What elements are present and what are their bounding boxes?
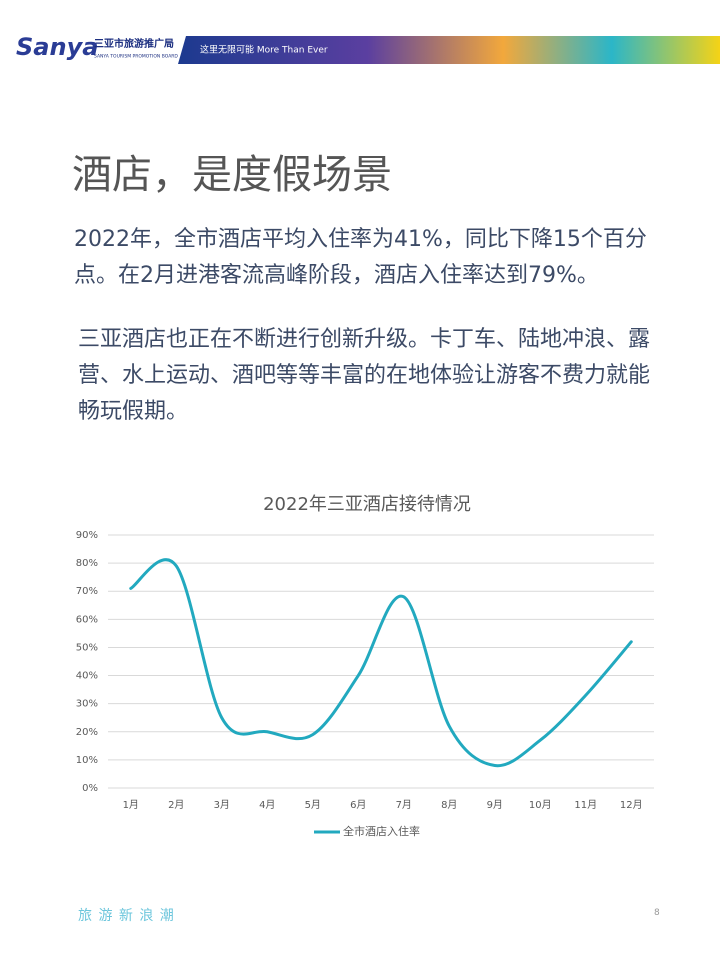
y-tick-label: 40%	[76, 671, 98, 682]
y-tick-label: 90%	[76, 530, 98, 541]
x-tick-label: 3月	[214, 799, 230, 811]
x-tick-label: 4月	[259, 799, 275, 811]
chart-title: 2022年三亚酒店接待情况	[263, 494, 471, 515]
x-tick-label: 5月	[305, 799, 321, 811]
y-tick-label: 0%	[82, 783, 98, 794]
y-tick-label: 10%	[76, 755, 98, 766]
y-tick-label: 80%	[76, 558, 98, 569]
y-tick-label: 50%	[76, 642, 98, 653]
x-tick-label: 2月	[168, 799, 184, 811]
y-tick-label: 20%	[76, 727, 98, 738]
header-band	[178, 36, 720, 64]
y-tick-label: 60%	[76, 614, 98, 625]
header: Sanya 三亚市旅游推广局 SANYA TOURISM PROMOTION B…	[16, 33, 720, 64]
paragraph: 三亚酒店也正在不断进行创新升级。卡丁车、陆地冲浪、露营、水上运动、酒吧等等丰富的…	[78, 327, 651, 424]
org-name: 三亚市旅游推广局	[94, 37, 174, 50]
page-title: 酒店，是度假场景	[72, 152, 392, 198]
y-tick-label: 30%	[76, 699, 98, 710]
slogan: 这里无限可能 More Than Ever	[200, 44, 328, 56]
legend-label: 全市酒店入住率	[343, 824, 420, 838]
org-name-en: SANYA TOURISM PROMOTION BOARD	[94, 54, 178, 60]
page-number: 8	[654, 908, 660, 918]
x-tick-label: 9月	[487, 799, 503, 811]
x-tick-label: 12月	[620, 799, 643, 811]
y-tick-label: 70%	[76, 586, 98, 597]
x-tick-label: 11月	[574, 799, 597, 811]
x-tick-label: 7月	[396, 799, 412, 811]
line	[129, 558, 633, 768]
paragraph: 2022年，全市酒店平均入住率为41%，同比下降15个百分点。在2月进港客流高峰…	[74, 227, 647, 288]
footer-tagline: 旅 游 新 浪 潮	[78, 908, 175, 924]
chart: 2022年三亚酒店接待情况 0% 10% 20% 30% 40% 50% 60% 70% 80%…	[76, 494, 654, 838]
logo: Sanya	[16, 33, 98, 61]
x-tick-label: 10月	[529, 799, 552, 811]
x-tick-label: 8月	[441, 799, 457, 811]
x-tick-label: 6月	[350, 799, 366, 811]
x-tick-label: 1月	[123, 799, 139, 811]
